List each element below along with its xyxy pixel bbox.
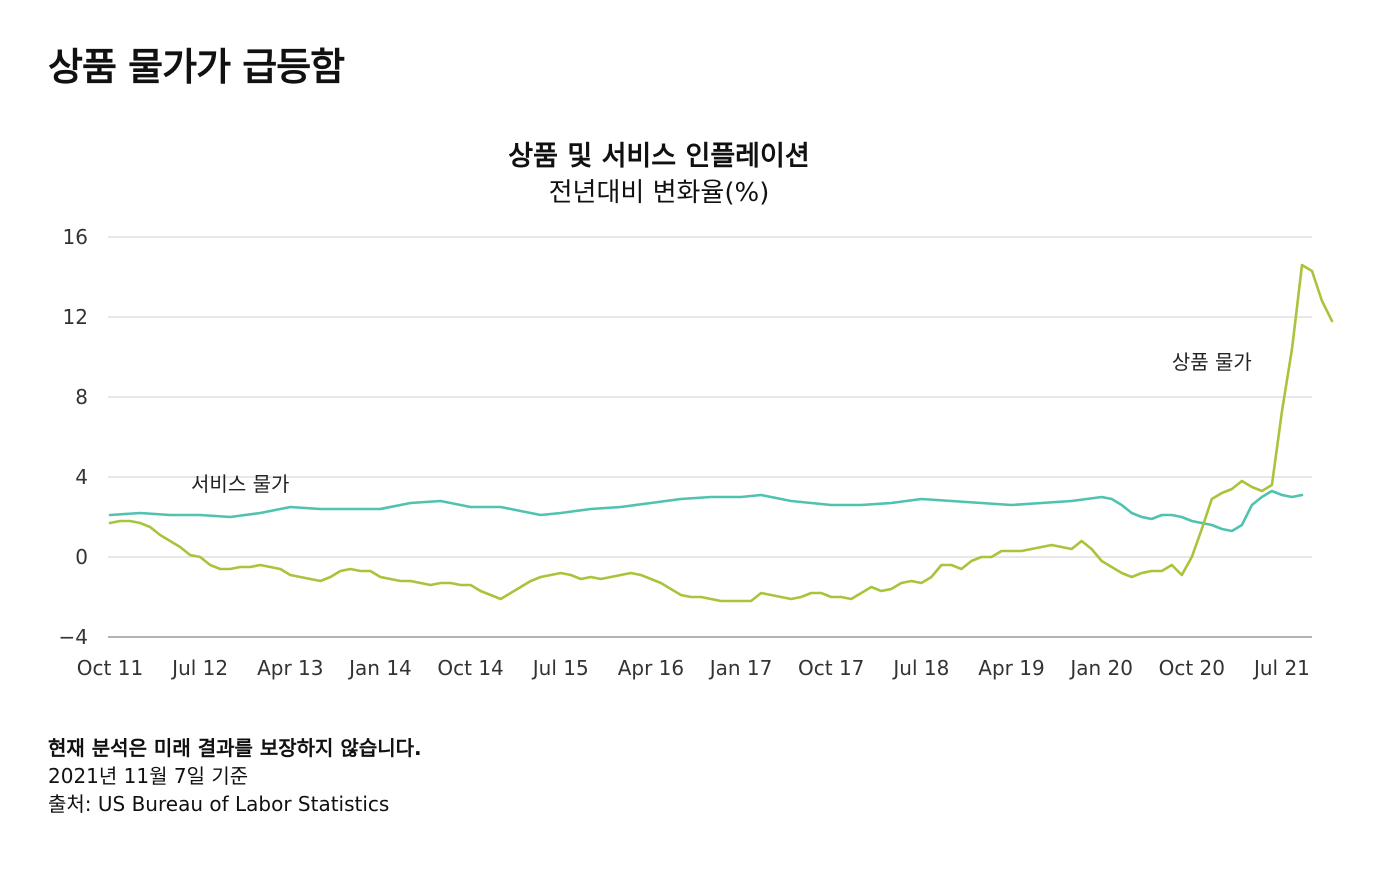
- x-tick-label: Jul 18: [891, 656, 949, 680]
- x-tick-label: Oct 14: [437, 656, 503, 680]
- x-axis: Oct 11 Jul 12 Apr 13 Jan 14 Oct 14 Jul 15 Apr …: [77, 656, 1310, 680]
- x-tick-label: Jan 20: [1068, 656, 1133, 680]
- series-line-1: [108, 489, 1304, 533]
- y-tick-label: 8: [75, 385, 88, 409]
- y-tick-label: 16: [63, 225, 88, 249]
- series-label-2: 상품 물가: [1172, 350, 1252, 374]
- y-axis: 16 12 8 4 0 −4: [59, 225, 88, 649]
- series-line-2: [108, 263, 1334, 603]
- chart-series: [108, 263, 1334, 603]
- x-tick-label: Jul 12: [170, 656, 228, 680]
- x-tick-label: Apr 13: [257, 656, 323, 680]
- page-title: 상품 물가가 급등함: [48, 45, 345, 89]
- x-tick-label: Jul 21: [1252, 656, 1310, 680]
- y-tick-label: −4: [59, 625, 88, 649]
- disclaimer-text: 현재 분석은 미래 결과를 보장하지 않습니다.: [48, 736, 422, 760]
- x-tick-label: Jul 15: [531, 656, 589, 680]
- line-chart: 16 12 8 4 0 −4 Oct 11 Jul 12 Apr 13 Jan 14 Oct 14…: [59, 225, 1334, 680]
- y-tick-label: 12: [63, 305, 88, 329]
- x-tick-label: Oct 11: [77, 656, 143, 680]
- y-tick-label: 4: [75, 465, 88, 489]
- x-tick-label: Jan 17: [708, 656, 773, 680]
- x-tick-label: Apr 19: [978, 656, 1044, 680]
- source-note: 출처: US Bureau of Labor Statistics: [48, 792, 390, 816]
- as-of-date: 2021년 11월 7일 기준: [48, 764, 249, 788]
- chart-title: 상품 및 서비스 인플레이션: [508, 141, 810, 172]
- x-tick-label: Jan 14: [347, 656, 412, 680]
- series-label-1: 서비스 물가: [191, 472, 289, 496]
- chart-grid: [108, 236, 1312, 638]
- series-labels: 서비스 물가 상품 물가: [191, 350, 1252, 496]
- x-tick-label: Apr 16: [618, 656, 684, 680]
- x-tick-label: Oct 20: [1159, 656, 1225, 680]
- x-tick-label: Oct 17: [798, 656, 864, 680]
- y-tick-label: 0: [75, 545, 88, 569]
- chart-subtitle: 전년대비 변화율(%): [548, 178, 770, 208]
- chart-footer: 현재 분석은 미래 결과를 보장하지 않습니다. 2021년 11월 7일 기준…: [48, 734, 422, 818]
